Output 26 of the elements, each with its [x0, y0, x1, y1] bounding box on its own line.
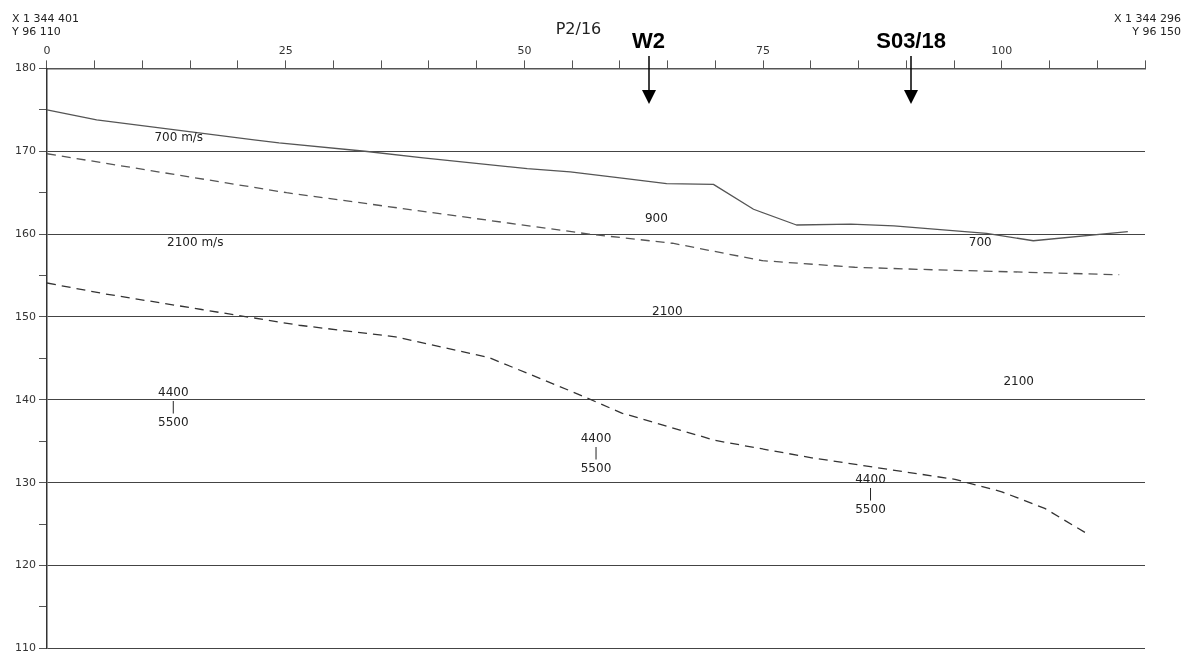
annotation: 700 m/s [154, 130, 204, 145]
ref-line-label: W2 [632, 28, 666, 54]
annotation: 900 [644, 211, 668, 226]
annotation: 2100 [652, 304, 683, 319]
x-tick-label: 100 [991, 43, 1013, 57]
y-tick-label: 120 [15, 558, 36, 572]
chart-title: P2/16 [555, 18, 602, 38]
ref-line-label: S03/18 [876, 28, 946, 54]
y-tick-label: 150 [15, 309, 36, 323]
y-tick-label: 110 [15, 641, 36, 655]
x-tick-label: 0 [43, 43, 51, 57]
y-tick-label: 160 [15, 226, 36, 240]
x-tick-label: 75 [756, 43, 771, 57]
y-tick-label: 170 [15, 144, 36, 158]
x-tick-label: 50 [517, 43, 532, 57]
annotation: 2100 m/s [167, 234, 224, 249]
y-tick-label: 140 [15, 392, 36, 406]
annotation: 4400 | 5500 [157, 384, 189, 429]
text: X 1 344 296 Y 96 150 [1113, 12, 1181, 39]
annotation: 700 [968, 234, 992, 249]
annotation: 4400 | 5500 [580, 431, 612, 476]
text: X 1 344 401 Y 96 110 [11, 12, 80, 39]
x-tick-label: 25 [278, 43, 293, 57]
annotation: 2100 [1003, 373, 1034, 388]
y-tick-label: 180 [15, 61, 36, 75]
y-tick-label: 130 [15, 475, 36, 489]
